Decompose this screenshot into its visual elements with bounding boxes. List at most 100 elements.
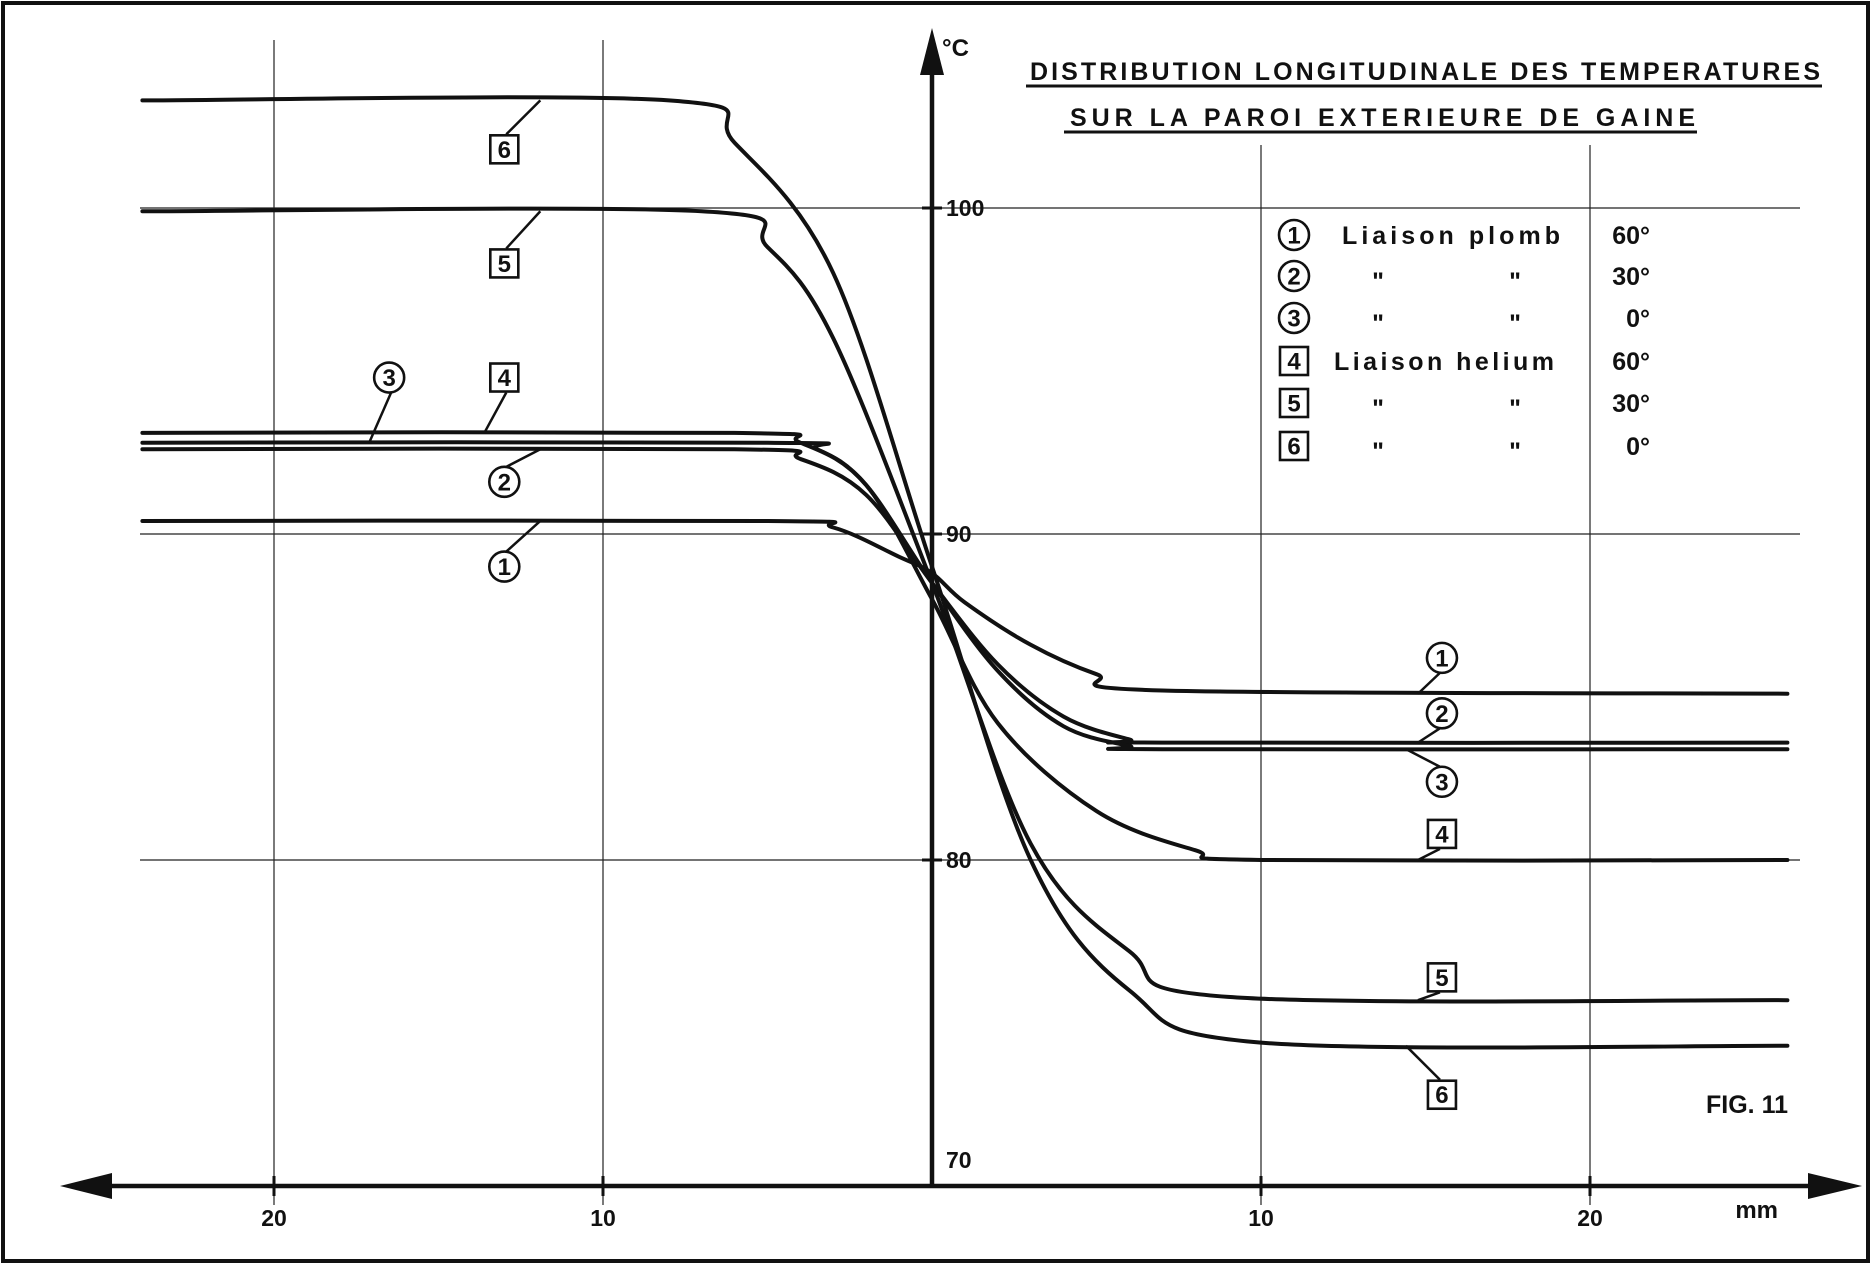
x-axis-unit: mm	[1735, 1197, 1778, 1224]
marker-number: 5	[1287, 391, 1300, 418]
circle-marker-icon	[1425, 765, 1459, 799]
legend-item-6: 6 " " 0°	[1278, 430, 1650, 466]
annotation-leader	[1417, 671, 1441, 695]
series-curve-1	[140, 518, 1790, 696]
square-marker-icon	[1426, 1079, 1458, 1111]
circle-marker-icon	[1277, 259, 1311, 293]
x-tick-label: 20	[1577, 1205, 1603, 1231]
y-axis-unit: °C	[942, 35, 969, 62]
legend-marker: 6	[1278, 430, 1310, 462]
legend-ditto: "	[1509, 310, 1521, 338]
annotation-marker-5: 5	[488, 248, 520, 279]
grid	[140, 40, 1800, 1205]
legend-ditto: "	[1509, 268, 1521, 296]
marker-number: 2	[1287, 264, 1300, 291]
legend-item-1: 1 Liaison plomb 60°	[1277, 218, 1650, 252]
annotation-marker-3: 3	[372, 361, 406, 394]
square-marker-icon	[1278, 430, 1310, 462]
marker-number: 1	[1287, 223, 1300, 250]
series-curve-5	[140, 206, 1790, 1004]
annotation-marker-4: 4	[1426, 818, 1458, 850]
legend-ditto: "	[1372, 310, 1384, 338]
legend-marker: 1	[1277, 218, 1311, 252]
annotation-leader	[483, 391, 508, 434]
y-tick-label: 90	[946, 521, 972, 547]
marker-number: 1	[1435, 645, 1448, 672]
circle-marker-icon	[1277, 301, 1311, 335]
annotation-marker-6: 6	[1426, 1079, 1458, 1111]
legend-item-2: 2 " " 30°	[1277, 259, 1650, 296]
annotation-marker-5: 5	[1426, 962, 1458, 993]
x-tick-label: 10	[1248, 1205, 1274, 1231]
marker-number: 6	[1435, 1082, 1448, 1109]
legend-marker: 5	[1278, 387, 1310, 419]
circle-marker-icon	[487, 465, 521, 499]
title-line-1: DISTRIBUTION LONGITUDINALE DES TEMPERATU…	[1030, 58, 1820, 86]
annotation-marker-3: 3	[1425, 765, 1459, 799]
y-axis-arrow-icon	[920, 28, 944, 75]
square-marker-icon	[488, 362, 520, 393]
legend-item-3: 3 " " 0°	[1277, 301, 1650, 338]
circle-marker-icon	[1425, 641, 1459, 675]
axis-ticks: 100 90 80 70 20 10 10 20	[261, 195, 1603, 1231]
legend-angle: 30°	[1612, 263, 1650, 291]
square-marker-icon	[488, 248, 520, 279]
square-marker-icon	[1426, 818, 1458, 850]
circle-marker-icon	[1425, 696, 1459, 730]
legend-label: Liaison plomb	[1342, 222, 1560, 250]
legend-marker: 3	[1277, 301, 1311, 335]
annotation-leader	[505, 520, 542, 553]
square-marker-icon	[1278, 387, 1310, 419]
marker-number: 3	[1287, 306, 1300, 333]
square-marker-icon	[488, 134, 520, 165]
curve-annotations: 1 2 3 4 5 6 1 2 3 4 5 6	[368, 99, 1459, 1111]
legend-marker: 4	[1278, 345, 1310, 377]
chart-title: DISTRIBUTION LONGITUDINALE DES TEMPERATU…	[1026, 58, 1822, 134]
annotation-leader	[1417, 991, 1441, 1002]
series-curve-3	[140, 440, 1790, 752]
marker-number: 6	[498, 137, 511, 164]
series-curve-2	[140, 446, 1790, 745]
square-marker-icon	[1426, 962, 1458, 993]
annotation-marker-1: 1	[487, 550, 521, 583]
x-axis-left-arrow-icon	[60, 1173, 112, 1199]
axes	[60, 28, 1862, 1199]
legend-ditto: "	[1372, 268, 1384, 296]
marker-number: 5	[1435, 965, 1448, 992]
y-tick-label: 70	[946, 1147, 972, 1173]
legend-ditto: "	[1372, 438, 1384, 466]
figure-label: FIG. 11	[1706, 1091, 1788, 1119]
legend-ditto: "	[1372, 395, 1384, 423]
annotation-leader	[368, 392, 393, 444]
marker-number: 2	[498, 469, 511, 496]
annotation-marker-2: 2	[1425, 696, 1459, 730]
marker-number: 4	[1435, 821, 1449, 848]
legend-ditto: "	[1509, 395, 1521, 423]
square-marker-icon	[1278, 345, 1310, 377]
marker-number: 4	[498, 365, 512, 392]
marker-number: 2	[1435, 701, 1448, 728]
legend: 1 Liaison plomb 60°2 " " 30°3 " " 0°4 Liaison hel…	[1277, 218, 1650, 466]
marker-number: 5	[498, 251, 511, 278]
legend-marker: 2	[1277, 259, 1311, 293]
legend-item-5: 5 " " 30°	[1278, 387, 1650, 423]
marker-number: 3	[1435, 769, 1448, 796]
x-axis-right-arrow-icon	[1808, 1173, 1862, 1199]
marker-number: 6	[1287, 434, 1300, 461]
annotation-leader	[1417, 847, 1441, 862]
marker-number: 1	[498, 554, 511, 581]
annotation-leader	[505, 210, 542, 250]
x-tick-label: 20	[261, 1205, 287, 1231]
annotation-leader	[1405, 748, 1441, 768]
annotation-leader	[1405, 1044, 1441, 1081]
circle-marker-icon	[487, 550, 521, 583]
legend-angle: 0°	[1626, 433, 1650, 461]
annotation-marker-4: 4	[488, 362, 520, 393]
x-tick-label: 10	[590, 1205, 616, 1231]
legend-angle: 60°	[1612, 348, 1650, 376]
annotation-leader	[505, 448, 541, 468]
circle-marker-icon	[372, 361, 406, 394]
annotation-leader	[505, 99, 542, 136]
legend-angle: 0°	[1626, 305, 1650, 333]
